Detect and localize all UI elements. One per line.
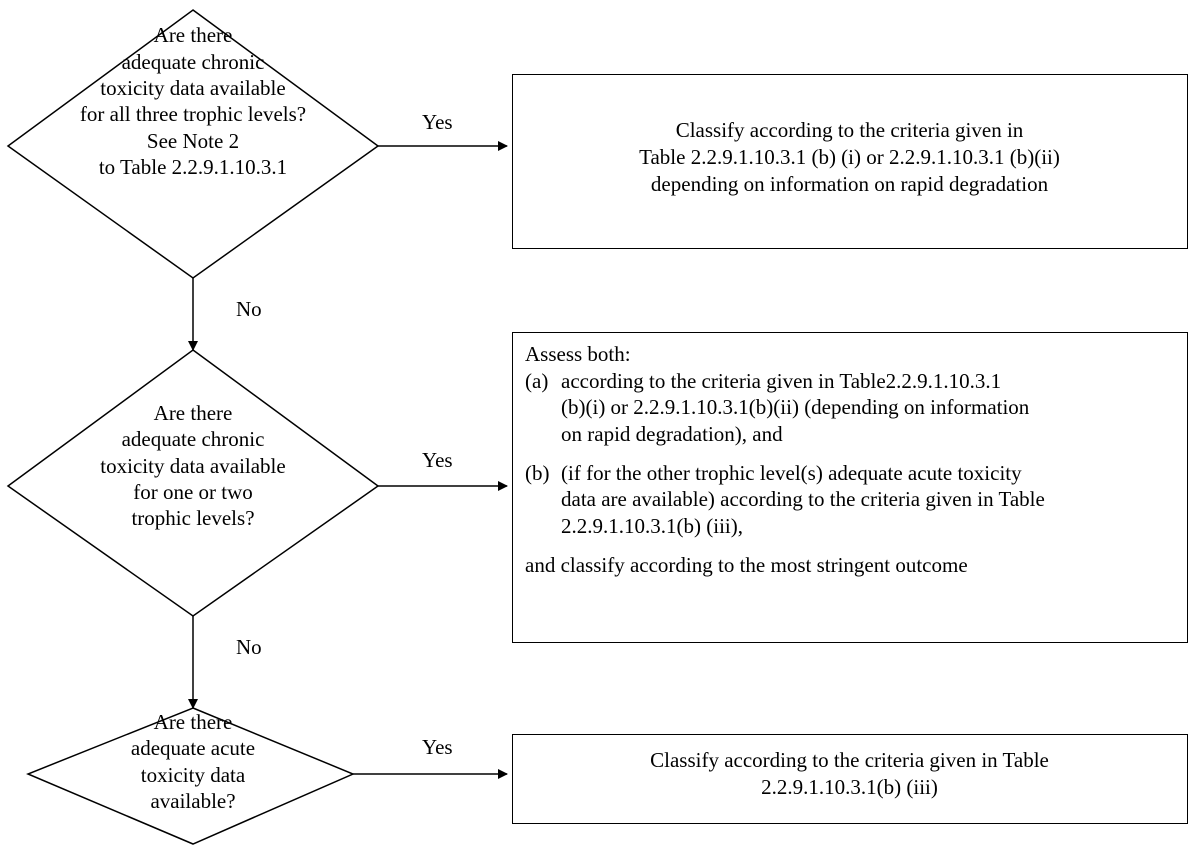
yes-label-3: Yes: [422, 735, 453, 759]
yes-label-2: Yes: [422, 448, 453, 472]
yes-label-1: Yes: [422, 110, 453, 134]
decision-2-line: Are there: [153, 401, 233, 425]
outcome-1-line: depending on information on rapid degrad…: [650, 172, 1049, 196]
decision-diamond-3: [26, 707, 355, 845]
decision-1-line: for all three trophic levels?: [79, 102, 307, 126]
assess-intro: Assess both:: [525, 342, 631, 366]
decision-1-line: to Table 2.2.9.1.10.3.1: [98, 155, 288, 179]
item-b-line: (if for the other trophic level(s) adequ…: [561, 461, 1022, 485]
item-a-line: (b)(i) or 2.2.9.1.10.3.1(b)(ii) (dependi…: [561, 395, 1030, 419]
decision-2-line: toxicity data available: [100, 454, 286, 478]
assess-outro: and classify according to the most strin…: [525, 553, 968, 577]
decision-3-line: available?: [150, 789, 236, 813]
outcome-box-2: Assess both: (a) according to the criter…: [512, 332, 1188, 643]
item-a-marker: (a): [525, 369, 549, 393]
item-b-line: 2.2.9.1.10.3.1(b) (iii),: [561, 514, 743, 538]
decision-2-line: for one or two: [133, 480, 253, 504]
outcome-3-line: Classify according to the criteria given…: [650, 748, 1049, 772]
decision-1-line: See Note 2: [146, 129, 240, 153]
decision-3-line: toxicity data: [140, 763, 246, 787]
outcome-3-line: 2.2.9.1.10.3.1(b) (iii): [761, 775, 938, 799]
outcome-box-1: Classify according to the criteria given…: [512, 74, 1188, 249]
decision-1-line: adequate chronic: [121, 50, 265, 74]
decision-2-line: adequate chronic: [121, 427, 265, 451]
item-b-marker: (b): [525, 461, 550, 485]
decision-3-line: Are there: [153, 710, 233, 734]
no-label-2: No: [236, 635, 262, 659]
item-b-line: data are available) according to the cri…: [561, 487, 1045, 511]
outcome-1-line: Table 2.2.9.1.10.3.1 (b) (i) or 2.2.9.1.…: [639, 145, 1060, 169]
no-label-1: No: [236, 297, 262, 321]
item-a-line: on rapid degradation), and: [561, 422, 783, 446]
outcome-1-line: Classify according to the criteria given…: [675, 118, 1024, 142]
decision-2-line: trophic levels?: [131, 506, 255, 530]
decision-1-line: toxicity data available: [100, 76, 286, 100]
decision-3-line: adequate acute: [130, 736, 256, 760]
outcome-box-3: Classify according to the criteria given…: [512, 734, 1188, 824]
item-a-line: according to the criteria given in Table…: [561, 369, 1002, 393]
decision-1-line: Are there: [153, 23, 233, 47]
